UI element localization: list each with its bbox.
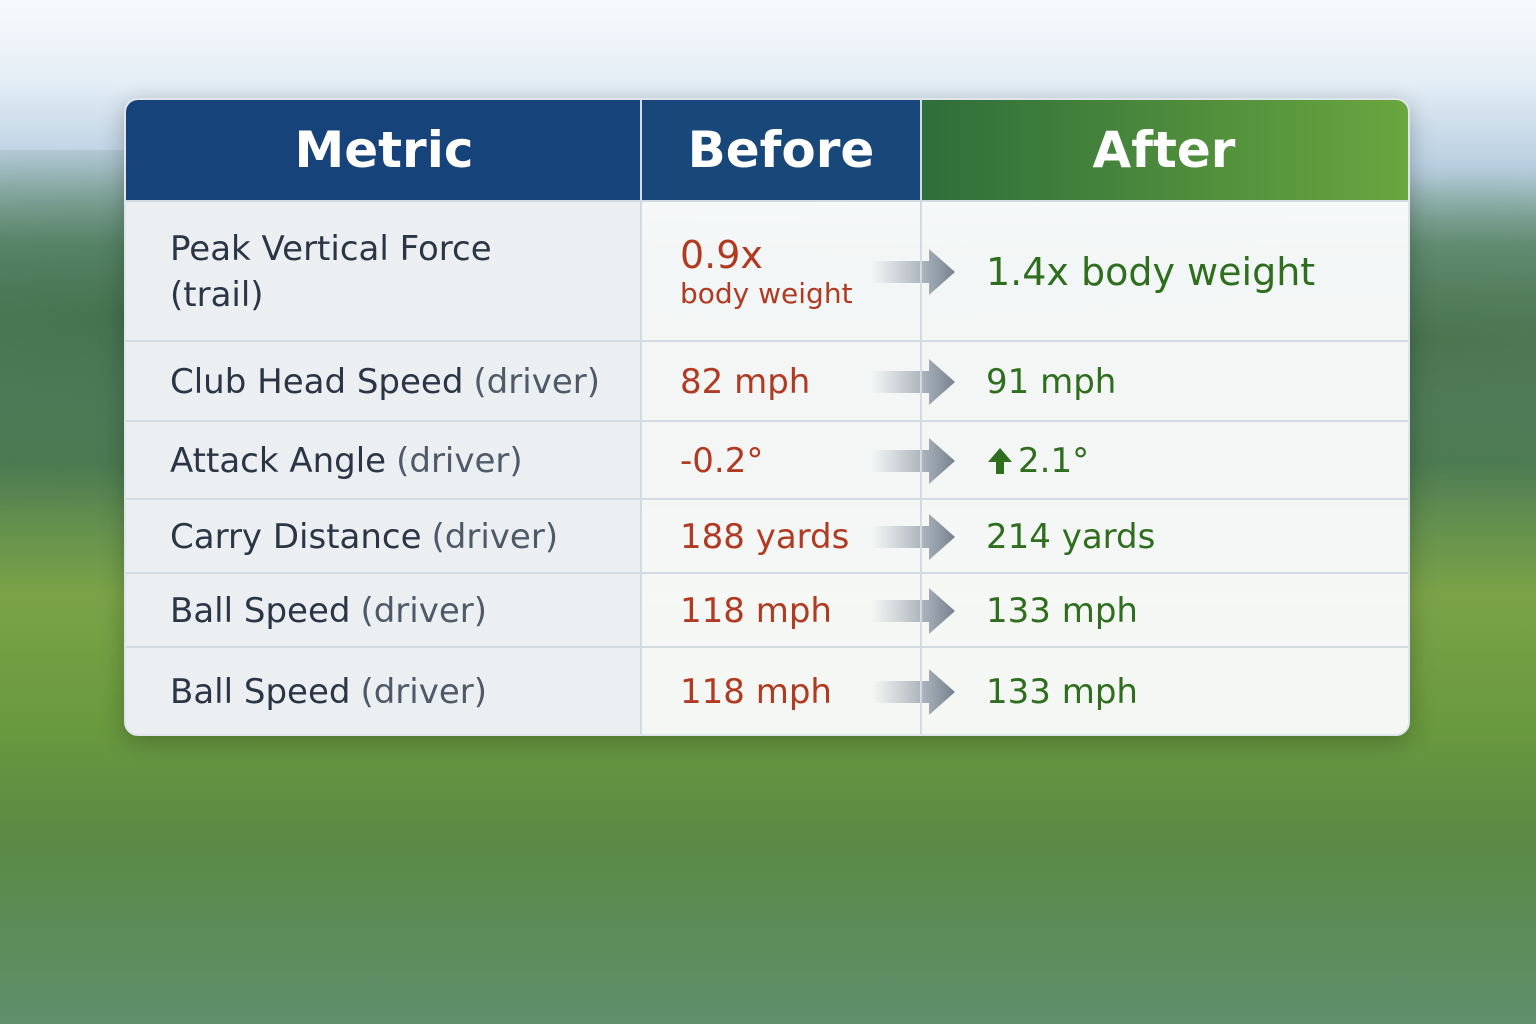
metric-name: Peak Vertical Force (trail) <box>170 229 492 315</box>
metric-name: Ball Speed <box>170 591 351 631</box>
after-value: 91 mph <box>986 362 1117 402</box>
up-arrow-icon <box>988 448 1012 474</box>
arrow-shape <box>871 669 955 715</box>
before-cell: 0.9x body weight <box>642 202 918 342</box>
arrow-shape <box>871 249 955 295</box>
table-row: Ball Speed (driver) 118 mph 133 mph <box>126 572 1408 648</box>
after-cell: 91 mph <box>922 342 1408 422</box>
row-arrow <box>871 359 955 405</box>
header-cell: Before <box>642 100 920 200</box>
column-divider <box>920 100 922 734</box>
before-value: 82 mph <box>680 362 811 402</box>
table-row: Ball Speed (driver) 118 mph 133 mph <box>126 646 1408 734</box>
metric-cell: Club Head Speed (driver) <box>126 342 640 422</box>
metric-qualifier: (driver) <box>431 517 559 557</box>
before-value: -0.2° <box>680 441 764 481</box>
row-arrow <box>871 669 955 715</box>
metric-text: Carry Distance (driver) <box>170 514 558 560</box>
after-value: 214 yards <box>986 517 1156 557</box>
after-cell: 2.1° <box>922 422 1408 500</box>
table-row: Peak Vertical Force (trail) 0.9x body weig… <box>126 200 1408 342</box>
table-row: Carry Distance (driver) 188 yards 214 yards <box>126 498 1408 574</box>
before-cell: 188 yards <box>642 500 918 574</box>
metric-text: Ball Speed (driver) <box>170 669 487 715</box>
before-cell: 82 mph <box>642 342 918 422</box>
metric-cell: Ball Speed (driver) <box>126 648 640 734</box>
row-arrow <box>871 514 955 560</box>
row-arrow <box>871 588 955 634</box>
metric-name: Attack Angle <box>170 441 387 481</box>
header-text: Before <box>687 121 875 179</box>
metric-name: Club Head Speed <box>170 362 464 402</box>
arrow-shape <box>871 359 955 405</box>
metric-text: Club Head Speed (driver) <box>170 359 600 405</box>
metric-qualifier: (driver) <box>396 441 523 481</box>
after-value: 2.1° <box>1018 441 1090 481</box>
after-cell: 133 mph <box>922 648 1408 734</box>
before-cell: -0.2° <box>642 422 918 500</box>
metric-name: Ball Speed <box>170 672 351 712</box>
metric-name: Carry Distance <box>170 517 422 557</box>
metric-cell: Carry Distance (driver) <box>126 500 640 574</box>
before-value: 118 mph <box>680 591 832 631</box>
header-cell: After <box>920 100 1408 200</box>
metric-text: Ball Speed (driver) <box>170 588 487 634</box>
header-text: Metric <box>294 121 474 179</box>
column-divider <box>640 100 642 734</box>
before-value: 188 yards <box>680 517 850 557</box>
header-cell: Metric <box>126 100 642 200</box>
before-note: body weight <box>680 277 853 310</box>
metric-text: Peak Vertical Force (trail) <box>170 226 570 318</box>
before-cell: 118 mph <box>642 648 918 734</box>
after-cell: 1.4x body weight <box>922 202 1408 342</box>
up-arrow-shape <box>988 448 1012 474</box>
arrow-shape <box>871 438 955 484</box>
metric-text: Attack Angle (driver) <box>170 438 523 484</box>
metric-qualifier: (driver) <box>360 591 488 631</box>
before-cell: 118 mph <box>642 574 918 648</box>
after-cell: 133 mph <box>922 574 1408 648</box>
arrow-shape <box>871 514 955 560</box>
after-cell: 214 yards <box>922 500 1408 574</box>
metric-cell: Ball Speed (driver) <box>126 574 640 648</box>
metric-cell: Attack Angle (driver) <box>126 422 640 500</box>
row-arrow <box>871 438 955 484</box>
after-value: 133 mph <box>986 672 1138 712</box>
header-text: After <box>1092 121 1236 179</box>
table-row: Attack Angle (driver) -0.2° 2.1° <box>126 420 1408 500</box>
comparison-table: Metric Before After Peak Vertical Force … <box>124 98 1410 736</box>
after-value: 1.4x body weight <box>986 250 1316 294</box>
before-value: 118 mph <box>680 672 832 712</box>
metric-qualifier: (driver) <box>473 362 600 402</box>
row-arrow <box>871 249 955 295</box>
arrow-shape <box>871 588 955 634</box>
after-value: 133 mph <box>986 591 1138 631</box>
table-row: Club Head Speed (driver) 82 mph 91 mph <box>126 340 1408 422</box>
before-value: 0.9x <box>680 233 763 277</box>
metric-cell: Peak Vertical Force (trail) <box>126 202 640 342</box>
metric-qualifier: (driver) <box>360 672 488 712</box>
